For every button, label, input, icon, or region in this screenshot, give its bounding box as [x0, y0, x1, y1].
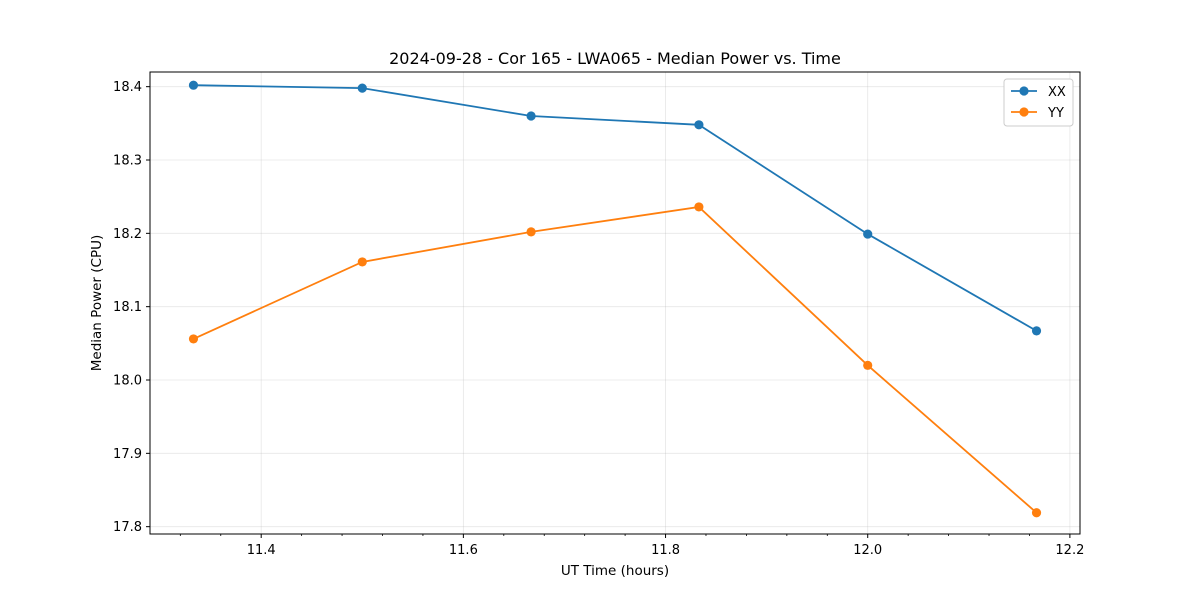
x-tick-label: 11.4: [247, 543, 276, 558]
legend-label-yy: YY: [1047, 106, 1064, 121]
y-tick-label: 18.0: [113, 374, 142, 389]
legend-marker-xx: [1019, 86, 1029, 96]
y-axis-label: Median Power (CPU): [89, 235, 105, 371]
data-point-xx: [694, 120, 704, 130]
ticks-layer: 11.4 11.6 11.8 12.0 12.2 17.8 17.9 18.0 18.1 18.2…: [113, 80, 1084, 558]
legend-entry-xx: XX: [1011, 85, 1066, 100]
x-tick-label: 11.6: [449, 543, 478, 558]
y-tick-label: 18.1: [113, 300, 142, 315]
x-axis-label: UT Time (hours): [561, 563, 669, 579]
series-layer: [188, 80, 1042, 518]
series-line-yy: [193, 205, 1038, 514]
y-tick-label: 17.9: [113, 447, 142, 462]
data-point-xx: [863, 229, 873, 239]
plot-area-frame: [149, 71, 1081, 535]
data-point-yy: [526, 227, 536, 237]
data-point-xx: [1031, 326, 1042, 336]
data-point-xx: [526, 111, 536, 121]
y-tick-label: 17.8: [113, 520, 142, 535]
legend-entry-yy: YY: [1011, 106, 1064, 121]
y-tick-label: 18.4: [113, 80, 142, 95]
series-line-xx: [193, 84, 1037, 332]
data-point-yy: [863, 360, 873, 370]
x-tick-label: 11.8: [651, 543, 680, 558]
x-tick-label: 12.0: [853, 543, 882, 558]
data-point-yy: [694, 202, 704, 212]
data-point-yy: [357, 257, 367, 267]
data-point-xx: [357, 83, 367, 93]
data-point-xx: [188, 80, 199, 90]
legend: XX YY: [1003, 78, 1074, 127]
grid-layer: [150, 72, 1080, 534]
x-tick-label: 12.2: [1055, 543, 1084, 558]
y-tick-label: 18.2: [113, 227, 142, 242]
data-point-yy: [1031, 508, 1042, 518]
legend-marker-yy: [1019, 107, 1029, 117]
legend-label-xx: XX: [1048, 85, 1066, 100]
data-point-yy: [188, 334, 199, 344]
y-tick-label: 18.3: [113, 154, 142, 169]
chart-title: 2024-09-28 - Cor 165 - LWA065 - Median P…: [389, 49, 841, 68]
